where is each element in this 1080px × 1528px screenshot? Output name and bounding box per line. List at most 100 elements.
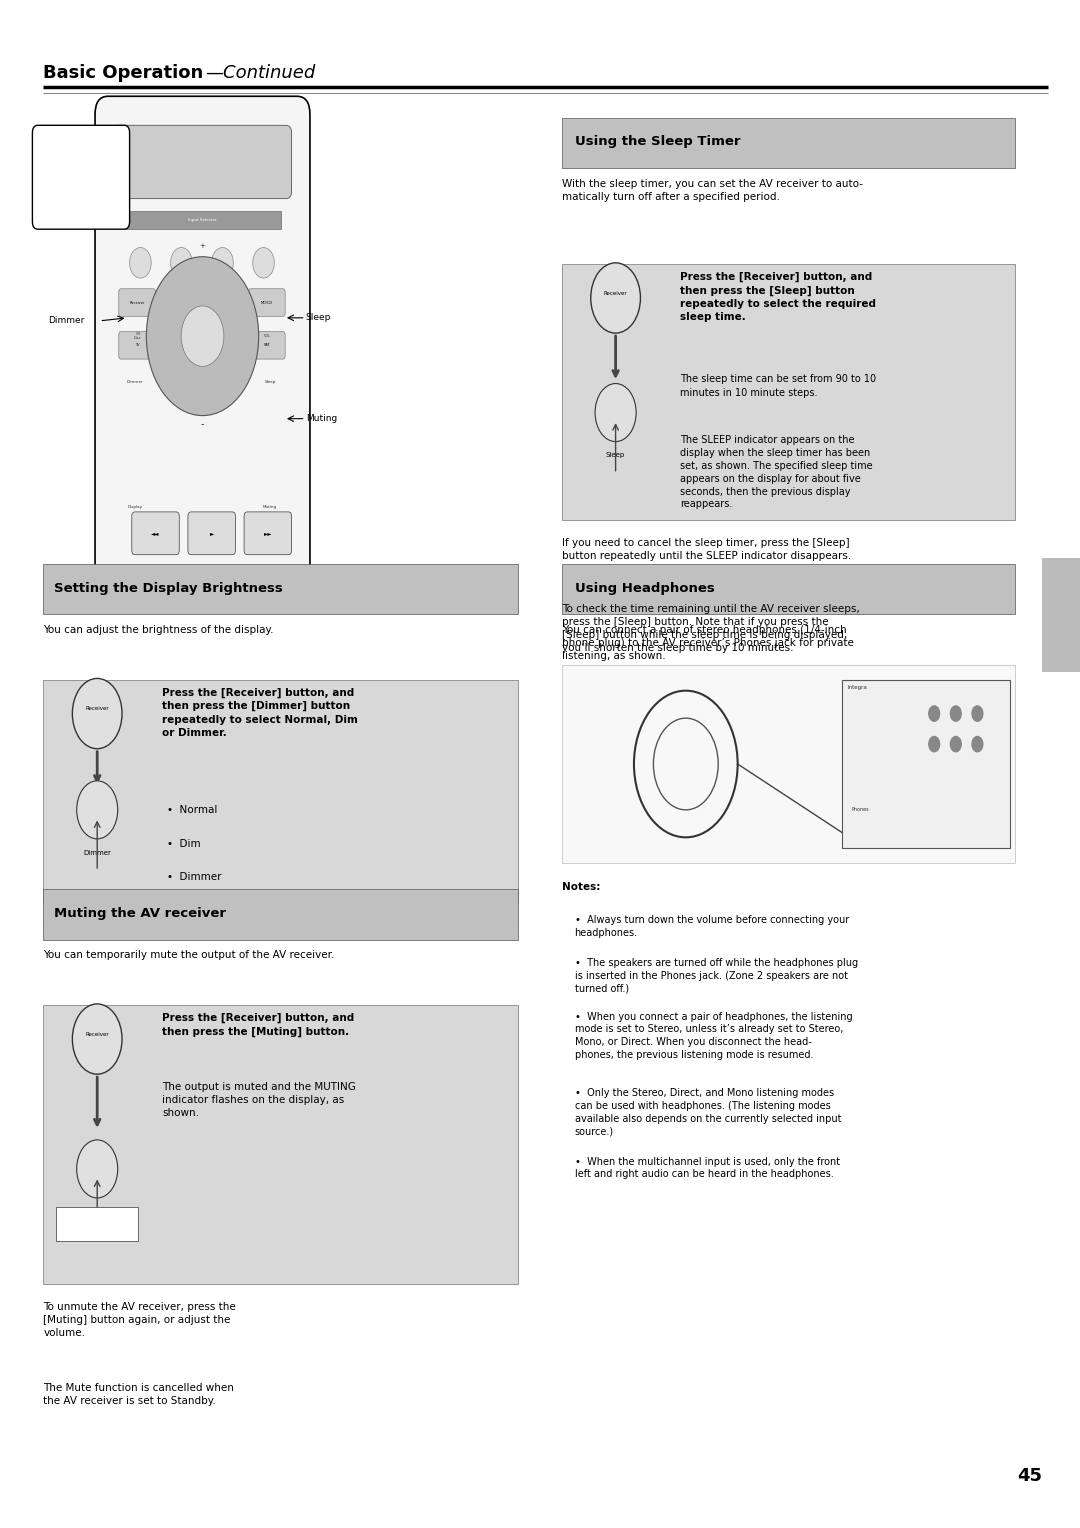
Text: Receiver: Receiver: [604, 290, 627, 296]
Text: Notes:: Notes:: [562, 882, 600, 892]
Text: The sleep time can be set from 90 to 10
minutes in 10 minute steps.: The sleep time can be set from 90 to 10 …: [680, 374, 877, 397]
Text: — MUTING —: — MUTING —: [80, 1221, 114, 1227]
Text: Setting the Display Brightness: Setting the Display Brightness: [54, 582, 283, 594]
Circle shape: [77, 781, 118, 839]
Text: MD/CD: MD/CD: [260, 301, 273, 304]
Bar: [43, 680, 518, 902]
Text: •  Only the Stereo, Direct, and Mono listening modes
can be used with headphones: • Only the Stereo, Direct, and Mono list…: [575, 1088, 841, 1137]
Circle shape: [950, 736, 961, 752]
Text: Basic Operation: Basic Operation: [43, 64, 203, 83]
Text: Phones: Phones: [851, 807, 868, 813]
Text: To unmute the AV receiver, press the
[Muting] button again, or adjust the
volume: To unmute the AV receiver, press the [Mu…: [43, 1302, 235, 1339]
Bar: [562, 118, 1015, 168]
Text: Muting: Muting: [306, 414, 337, 423]
Circle shape: [950, 706, 961, 721]
Bar: [43, 889, 518, 940]
Text: Muting: Muting: [262, 506, 278, 509]
Text: Sleep: Sleep: [265, 380, 275, 384]
Text: Enter: Enter: [198, 335, 207, 338]
Text: •  When the multichannel input is used, only the front
left and right audio can : • When the multichannel input is used, o…: [575, 1157, 839, 1180]
FancyBboxPatch shape: [248, 332, 285, 359]
Text: •  Dim: • Dim: [167, 839, 201, 850]
Text: Dimmer: Dimmer: [126, 380, 144, 384]
Text: Press the [Receiver] button, and
then press the [Sleep] button
repeatedly to sel: Press the [Receiver] button, and then pr…: [680, 272, 876, 322]
Text: CD: CD: [221, 301, 226, 304]
Text: 45: 45: [1017, 1467, 1042, 1485]
Text: You can temporarily mute the output of the AV receiver.: You can temporarily mute the output of t…: [43, 950, 335, 961]
Bar: [1042, 558, 1080, 672]
Text: Dimmer: Dimmer: [83, 850, 111, 856]
Text: You can adjust the brightness of the display.: You can adjust the brightness of the dis…: [43, 625, 273, 636]
Text: ►►: ►►: [264, 530, 272, 536]
Text: Receiver: Receiver: [130, 301, 145, 304]
Text: The SLEEP indicator appears on the
display when the sleep timer has been
set, as: The SLEEP indicator appears on the displ…: [680, 435, 873, 509]
Text: ►: ►: [210, 530, 214, 536]
Text: The Mute function is cancelled when
the AV receiver is set to Standby.: The Mute function is cancelled when the …: [43, 1383, 234, 1406]
FancyBboxPatch shape: [162, 332, 199, 359]
Text: •  When you connect a pair of headphones, the listening
mode is set to Stereo, u: • When you connect a pair of headphones,…: [575, 1012, 852, 1060]
Text: If you need to cancel the sleep timer, press the [Sleep]
button repeatedly until: If you need to cancel the sleep timer, p…: [562, 538, 851, 561]
FancyBboxPatch shape: [162, 289, 199, 316]
Text: You can connect a pair of stereo headphones (1/4-inch
phone plug) to the AV rece: You can connect a pair of stereo headpho…: [562, 625, 853, 662]
FancyBboxPatch shape: [188, 512, 235, 555]
Text: Using Headphones: Using Headphones: [575, 582, 714, 594]
Bar: [562, 665, 1015, 863]
Bar: [842, 680, 1010, 848]
Text: Muting the AV receiver: Muting the AV receiver: [54, 908, 226, 920]
Text: Press
[Receiver]
first: Press [Receiver] first: [57, 163, 105, 197]
Circle shape: [181, 306, 224, 367]
Text: •  Dimmer: • Dimmer: [167, 872, 221, 883]
Text: CH
Disc: CH Disc: [133, 332, 140, 341]
Text: Integra: Integra: [848, 685, 867, 689]
Bar: [562, 564, 1015, 614]
Text: Press the [Receiver] button, and
then press the [Muting] button.: Press the [Receiver] button, and then pr…: [162, 1013, 354, 1038]
FancyBboxPatch shape: [113, 125, 292, 199]
Text: Sleep: Sleep: [606, 452, 625, 458]
Text: Dimmer: Dimmer: [49, 316, 85, 325]
Text: The output is muted and the MUTING
indicator flashes on the display, as
shown.: The output is muted and the MUTING indic…: [162, 1082, 356, 1118]
FancyBboxPatch shape: [205, 289, 242, 316]
Text: —Continued: —Continued: [205, 64, 315, 83]
Bar: [124, 211, 281, 229]
Text: •  Normal: • Normal: [167, 805, 218, 816]
Text: SAT: SAT: [264, 344, 270, 347]
FancyBboxPatch shape: [205, 332, 242, 359]
Bar: [56, 1207, 138, 1241]
Text: With the sleep timer, you can set the AV receiver to auto-
matically turn off af: With the sleep timer, you can set the AV…: [562, 179, 863, 202]
FancyBboxPatch shape: [119, 289, 156, 316]
Bar: [43, 564, 518, 614]
Bar: [562, 264, 1015, 520]
Circle shape: [130, 248, 151, 278]
Text: Display: Display: [127, 506, 143, 509]
Text: Receiver: Receiver: [85, 1031, 109, 1038]
Text: Using the Sleep Timer: Using the Sleep Timer: [575, 136, 740, 148]
Text: DVD: DVD: [176, 301, 185, 304]
Text: Muting: Muting: [85, 1209, 109, 1215]
Circle shape: [253, 248, 274, 278]
FancyBboxPatch shape: [32, 125, 130, 229]
Text: To check the time remaining until the AV receiver sleeps,
press the [Sleep] butt: To check the time remaining until the AV…: [562, 604, 860, 652]
Circle shape: [595, 384, 636, 442]
Circle shape: [77, 1140, 118, 1198]
Circle shape: [72, 1004, 122, 1074]
Circle shape: [972, 736, 983, 752]
Bar: [43, 1005, 518, 1284]
FancyBboxPatch shape: [244, 512, 292, 555]
Text: Sleep: Sleep: [306, 313, 330, 322]
Text: •  Always turn down the volume before connecting your
headphones.: • Always turn down the volume before con…: [575, 915, 849, 938]
Text: VCR: VCR: [177, 344, 184, 347]
Text: ◄◄: ◄◄: [151, 530, 160, 536]
Text: Input Selector: Input Selector: [188, 219, 217, 222]
Text: Cable: Cable: [218, 344, 229, 347]
Circle shape: [72, 678, 122, 749]
FancyBboxPatch shape: [248, 289, 285, 316]
Text: TV: TV: [135, 344, 139, 347]
Circle shape: [972, 706, 983, 721]
Text: VOL: VOL: [265, 335, 271, 338]
FancyBboxPatch shape: [132, 512, 179, 555]
Circle shape: [591, 263, 640, 333]
Text: Press the [Receiver] button, and
then press the [Dimmer] button
repeatedly to se: Press the [Receiver] button, and then pr…: [162, 688, 357, 738]
Text: -: -: [201, 419, 204, 429]
FancyBboxPatch shape: [95, 96, 310, 607]
Circle shape: [212, 248, 233, 278]
